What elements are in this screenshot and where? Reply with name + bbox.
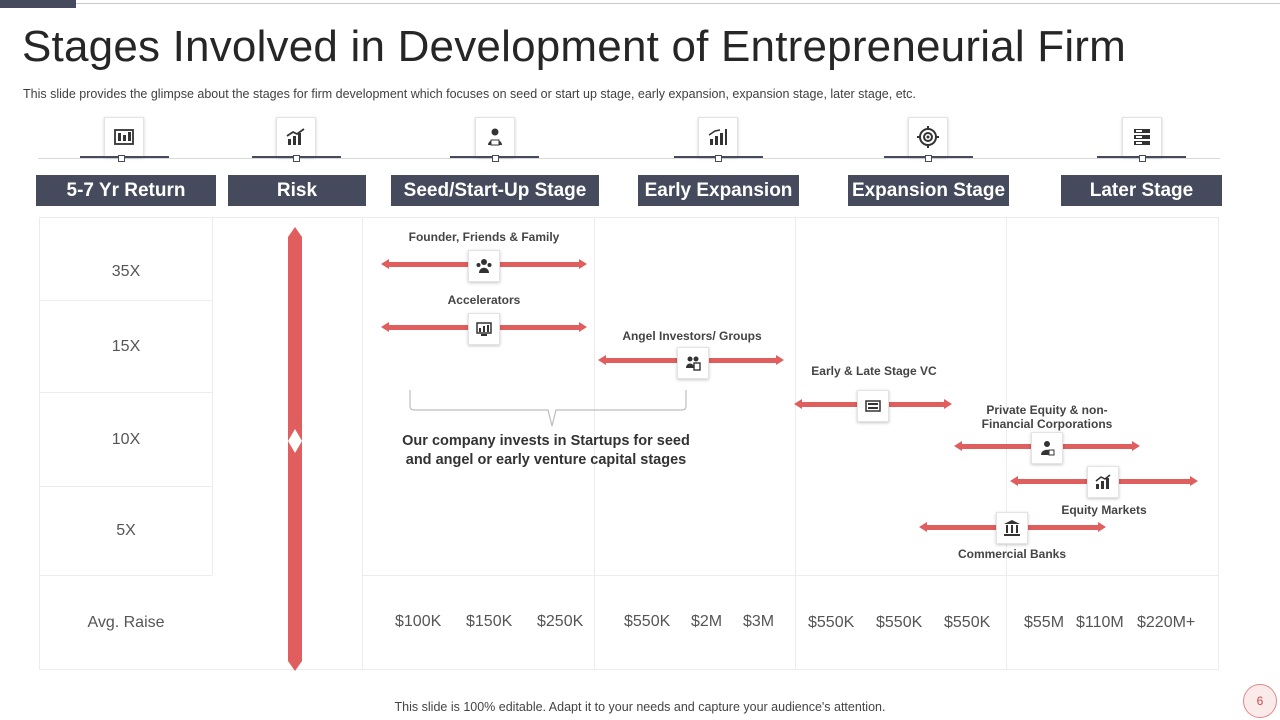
risk-chart-icon [276, 117, 316, 157]
grid-col-line [212, 217, 213, 575]
raise-value: $110M [1076, 614, 1124, 631]
raise-value: $55M [1024, 614, 1065, 631]
note-line-1: Our company invests in Startups for seed [402, 433, 690, 449]
raise-value: $3M [743, 613, 775, 630]
header-dot [492, 155, 499, 162]
raise-value: $550K [624, 613, 671, 630]
risk-arrow [288, 227, 302, 671]
funding-label-line: Financial Corporations [981, 417, 1113, 431]
header-dot [1139, 155, 1146, 162]
startup-person-icon [475, 117, 515, 157]
footer-note: This slide is 100% editable. Adapt it to… [394, 700, 886, 714]
server-stack-icon [1122, 117, 1162, 157]
grid-col-line [39, 217, 40, 669]
raise-value: $550K [876, 614, 923, 631]
header-later-stage: Later Stage [1061, 175, 1222, 206]
grid-col-line [594, 217, 595, 669]
private-equity-icon [1031, 432, 1063, 464]
header-dot [715, 155, 722, 162]
header-dot [925, 155, 932, 162]
raise-value: $550K [944, 614, 991, 631]
grid-row-line [39, 392, 212, 393]
page-subtitle: This slide provides the glimpse about th… [23, 87, 916, 101]
grid-col-line [1006, 217, 1007, 669]
investment-note: Our company invests in Startups for seed… [376, 432, 716, 470]
grid-top [39, 217, 1219, 218]
return-label: 15X [111, 338, 141, 355]
return-label: 10X [111, 431, 141, 448]
bank-icon [996, 512, 1028, 544]
header-dot [118, 155, 125, 162]
header-early-expansion: Early Expansion [638, 175, 799, 206]
note-line-2: and angel or early venture capital stage… [405, 452, 687, 468]
avg-raise-label: Avg. Raise [87, 614, 165, 631]
grid-row-line [39, 486, 212, 487]
grid-row-line [39, 575, 212, 576]
raise-value: $250K [537, 613, 584, 630]
header-expansion-stage: Expansion Stage [848, 175, 1009, 206]
icon-rule [38, 158, 1220, 159]
raise-value: $2M [691, 613, 723, 630]
funding-label-line: Private Equity & non- [986, 403, 1108, 417]
funding-label: Angel Investors/ Groups [622, 329, 762, 343]
funding-label: Founder, Friends & Family [408, 230, 560, 244]
equity-chart-icon [1087, 466, 1119, 498]
top-rule [76, 3, 1280, 4]
funding-label-private-equity: Private Equity & non- Financial Corporat… [956, 403, 1138, 431]
raise-value: $220M+ [1137, 614, 1196, 631]
top-accent-bar [0, 0, 76, 8]
header-dot [293, 155, 300, 162]
header-risk: Risk [228, 175, 366, 206]
funding-label: Early & Late Stage VC [811, 364, 937, 378]
family-icon [468, 250, 500, 282]
header-seed-stage: Seed/Start-Up Stage [391, 175, 599, 206]
header-return: 5-7 Yr Return [36, 175, 216, 206]
funding-label: Commercial Banks [957, 547, 1067, 561]
vc-money-icon [857, 390, 889, 422]
return-label: 35X [111, 263, 141, 280]
grid-col-line [795, 217, 796, 669]
page-title: Stages Involved in Development of Entrep… [22, 22, 1127, 71]
note-bracket [409, 390, 687, 427]
accelerator-icon [468, 313, 500, 345]
grid-col-line [362, 217, 363, 669]
growth-bars-icon [698, 117, 738, 157]
target-gear-icon [908, 117, 948, 157]
grid-raise-line [362, 575, 1219, 576]
grid-bottom [39, 669, 1219, 670]
funding-label: Accelerators [447, 293, 521, 307]
funding-label: Equity Markets [1061, 503, 1147, 517]
money-icon [104, 117, 144, 157]
raise-value: $100K [395, 613, 442, 630]
return-label: 5X [116, 522, 136, 539]
raise-value: $150K [466, 613, 513, 630]
angel-investor-icon [677, 347, 709, 379]
grid-col-line [1218, 217, 1219, 669]
page-number: 6 [1243, 684, 1277, 718]
grid-row-line [39, 300, 212, 301]
raise-value: $550K [808, 614, 855, 631]
